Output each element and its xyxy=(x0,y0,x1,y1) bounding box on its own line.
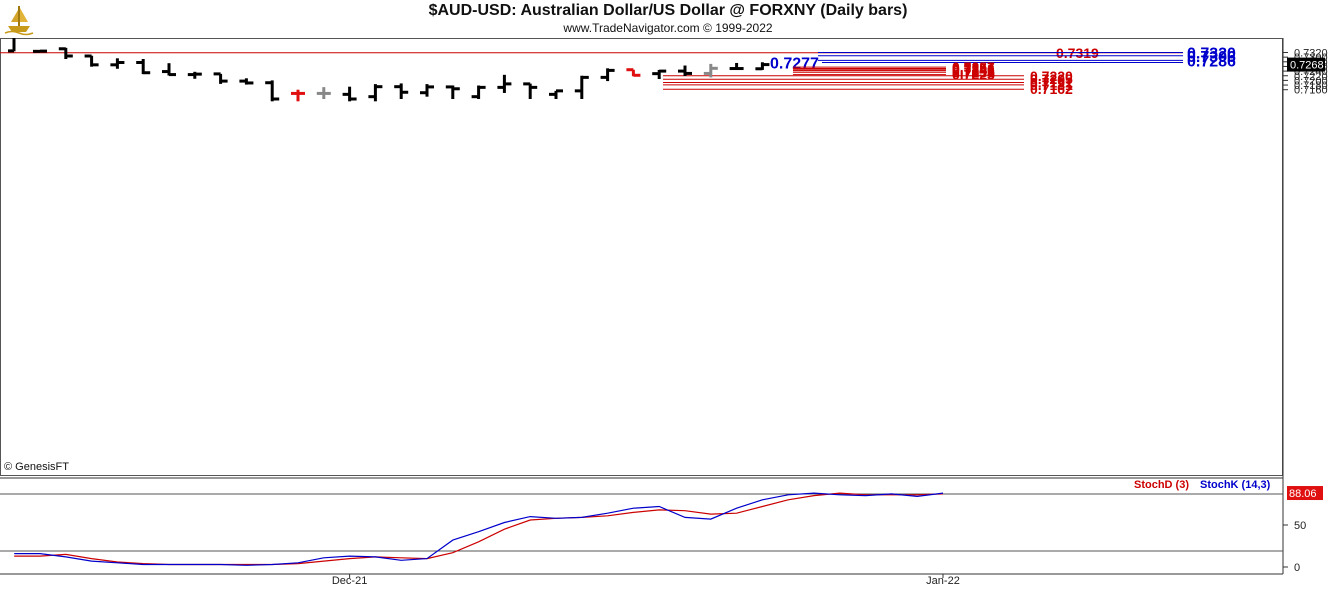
price-pane-frame xyxy=(0,38,1283,476)
ohlc-bar xyxy=(110,58,125,69)
ohlc-bar xyxy=(265,80,280,102)
chart-header: $AUD-USD: Australian Dollar/US Dollar @ … xyxy=(0,0,1336,38)
price-tick-label: 0.7220 xyxy=(1294,71,1328,83)
level-label-red: 0.7225 xyxy=(952,67,995,83)
level-label-red: 0.7257 xyxy=(952,59,995,75)
ohlc-bar xyxy=(549,89,563,99)
ohlc-bar xyxy=(187,71,202,79)
level-label-red: 0.7251 xyxy=(952,61,995,77)
ohlc-bar xyxy=(342,86,357,102)
ohlc-bar xyxy=(33,49,47,53)
last-price-label: 0.7268 xyxy=(1290,60,1324,72)
price-tick-label: 0.7200 xyxy=(1294,75,1328,87)
ohlc-bar xyxy=(445,85,460,99)
level-label-red: 0.7220 xyxy=(1030,68,1073,84)
stoch-tick-label: 0 xyxy=(1294,562,1300,574)
level-label-blue: 0.7286 xyxy=(1187,53,1236,70)
level-label-red: 0.7246 xyxy=(952,62,995,78)
stochd-legend: StochD (3) xyxy=(1134,479,1189,491)
ohlc-bar xyxy=(729,62,744,71)
price-tick-label: 0.7180 xyxy=(1294,80,1328,92)
ohlc-bar xyxy=(213,72,228,84)
level-label-red: 0.7205 xyxy=(1030,71,1073,87)
price-axis-ticks: 0.73200.73000.72800.72600.72400.72200.72… xyxy=(1283,48,1328,97)
ohlc-bar xyxy=(316,87,331,99)
price-tick-label: 0.7160 xyxy=(1294,85,1328,97)
ship-logo-icon xyxy=(4,6,34,36)
x-tick-label: Jan-22 xyxy=(926,575,960,587)
stochk-line xyxy=(14,492,944,566)
ohlc-bar xyxy=(291,89,305,102)
ohlc-bar xyxy=(652,69,667,80)
ohlc-bar xyxy=(678,65,692,76)
last-price-box xyxy=(1287,57,1325,72)
level-label-blue: 0.7306 xyxy=(1187,49,1236,66)
x-tick-label: Dec-21 xyxy=(332,575,367,587)
level-label-blue: 0.7320 xyxy=(1187,46,1236,63)
ohlc-bar xyxy=(626,68,641,77)
stochd-line xyxy=(14,492,944,566)
ohlc-bar xyxy=(136,59,151,75)
ohlc-bar xyxy=(600,68,615,82)
ohlc-bar xyxy=(58,47,73,60)
level-label-red: 0.7181 xyxy=(1030,77,1073,93)
chart-title: $AUD-USD: Australian Dollar/US Dollar @ … xyxy=(428,2,908,19)
ohlc-bar xyxy=(162,63,176,77)
ohlc-bar xyxy=(523,82,538,99)
stoch-tick-label: 50 xyxy=(1294,520,1306,532)
chart-subtitle: www.TradeNavigator.com © 1999-2022 xyxy=(563,21,773,35)
ohlc-bar xyxy=(239,78,254,85)
ohlc-bars xyxy=(8,38,770,102)
price-tick-label: 0.7320 xyxy=(1294,48,1328,60)
credit-text: © GenesisFT xyxy=(4,461,69,473)
stoch-last-label: 88.06 xyxy=(1289,488,1317,500)
level-label-red: 0.7242 xyxy=(952,63,995,79)
level-label-red: 0.7162 xyxy=(1030,81,1073,97)
level-label-red: 0.7235 xyxy=(952,64,995,80)
ohlc-bar xyxy=(394,83,409,99)
stoch-pane: 50 0 88.06 StochD (3) StochK (14,3) xyxy=(14,479,1323,574)
ohlc-bar xyxy=(497,74,512,93)
ohlc-bar xyxy=(755,62,770,71)
stochk-legend: StochK (14,3) xyxy=(1200,479,1271,491)
ohlc-bar xyxy=(420,84,434,97)
ohlc-bar xyxy=(84,54,99,67)
ohlc-bar xyxy=(368,84,383,102)
level-label-red: 0.7191 xyxy=(1030,74,1073,90)
ohlc-bar xyxy=(703,63,718,78)
stoch-last-box xyxy=(1287,486,1323,501)
ohlc-bar xyxy=(471,85,486,99)
ohlc-bar xyxy=(574,75,589,99)
